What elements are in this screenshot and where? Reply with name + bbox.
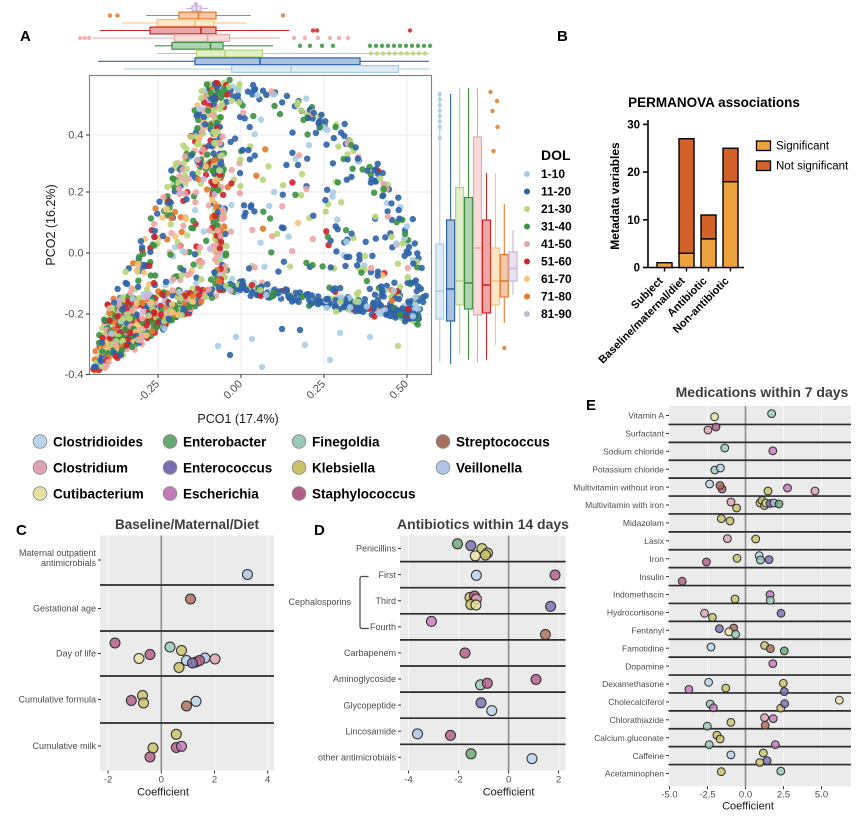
svg-text:-5.0: -5.0	[661, 790, 677, 801]
svg-text:Enterobacter: Enterobacter	[183, 434, 267, 449]
svg-text:Cumulative milk: Cumulative milk	[32, 741, 96, 751]
svg-text:Antibiotics within 14 days: Antibiotics within 14 days	[397, 516, 569, 532]
svg-text:Chlorathiazide: Chlorathiazide	[610, 715, 665, 725]
svg-text:Calcium gluconate: Calcium gluconate	[594, 733, 664, 743]
svg-text:Medications within 7 days: Medications within 7 days	[676, 384, 849, 400]
svg-text:Dopamine: Dopamine	[625, 661, 664, 671]
svg-text:Maternal outpatient: Maternal outpatient	[19, 548, 97, 558]
svg-text:-2: -2	[104, 775, 112, 786]
svg-text:PCO1 (17.4%): PCO1 (17.4%)	[197, 412, 278, 426]
svg-text:Midazolam: Midazolam	[623, 518, 664, 528]
svg-text:0.0: 0.0	[739, 790, 752, 801]
svg-text:E: E	[586, 397, 596, 414]
svg-text:Sodium chloride: Sodium chloride	[603, 447, 664, 457]
svg-text:Caffeine: Caffeine	[632, 751, 664, 761]
svg-text:0: 0	[634, 263, 640, 275]
svg-text:Staphylococcus: Staphylococcus	[312, 486, 416, 501]
svg-text:Escherichia: Escherichia	[183, 486, 259, 501]
svg-text:Hydrocortisone: Hydrocortisone	[607, 608, 664, 618]
svg-text:PERMANOVA associations: PERMANOVA associations	[628, 95, 800, 110]
svg-text:Klebsiella: Klebsiella	[312, 460, 376, 475]
svg-text:Not significant: Not significant	[776, 161, 849, 173]
svg-text:81-90: 81-90	[541, 307, 572, 321]
svg-text:Cumulative formula: Cumulative formula	[18, 695, 96, 705]
svg-text:Coefficient: Coefficient	[722, 801, 774, 813]
svg-text:1-10: 1-10	[541, 167, 565, 181]
svg-text:Gestational age: Gestational age	[33, 604, 96, 614]
svg-text:0.2: 0.2	[68, 187, 83, 199]
svg-text:Finegoldia: Finegoldia	[312, 434, 380, 449]
svg-text:Significant: Significant	[776, 141, 830, 153]
svg-text:Insulin: Insulin	[639, 572, 664, 582]
svg-text:20: 20	[627, 167, 640, 179]
svg-text:Cephalosporins: Cephalosporins	[288, 597, 351, 607]
svg-text:4: 4	[265, 775, 270, 786]
svg-text:Acetaminophen: Acetaminophen	[605, 769, 664, 779]
svg-text:2: 2	[212, 775, 217, 786]
svg-text:Fourth: Fourth	[370, 622, 396, 632]
svg-text:C: C	[16, 522, 27, 539]
svg-text:Coefficient: Coefficient	[483, 787, 535, 799]
svg-text:-4: -4	[404, 775, 412, 786]
svg-text:2: 2	[556, 775, 561, 786]
svg-text:Baseline/Maternal/Diet: Baseline/Maternal/Diet	[115, 517, 260, 532]
svg-text:First: First	[379, 570, 397, 580]
svg-text:0.0: 0.0	[68, 248, 83, 260]
svg-text:11-20: 11-20	[541, 185, 571, 199]
svg-text:Veillonella: Veillonella	[456, 460, 523, 475]
svg-text:41-50: 41-50	[541, 237, 572, 251]
svg-text:Clostridioides: Clostridioides	[53, 434, 143, 449]
svg-text:-2.5: -2.5	[699, 790, 715, 801]
svg-text:Third: Third	[375, 596, 396, 606]
svg-text:Vitamin A: Vitamin A	[628, 411, 664, 421]
svg-text:Multivitamin without iron: Multivitamin without iron	[573, 482, 664, 492]
svg-text:Aminoglycoside: Aminoglycoside	[333, 674, 396, 684]
svg-text:DOL: DOL	[541, 147, 571, 163]
svg-text:Day of life: Day of life	[56, 649, 96, 659]
svg-text:Lincosamide: Lincosamide	[345, 726, 396, 736]
svg-text:Clostridium: Clostridium	[53, 460, 128, 475]
svg-text:Metadata variables: Metadata variables	[608, 142, 622, 250]
svg-text:Multivitamin with iron: Multivitamin with iron	[585, 500, 664, 510]
svg-text:Cutibacterium: Cutibacterium	[53, 486, 144, 501]
svg-text:B: B	[557, 28, 568, 45]
svg-text:Enterococcus: Enterococcus	[183, 460, 272, 475]
svg-text:Carbapenem: Carbapenem	[344, 648, 396, 658]
svg-text:-0.2: -0.2	[65, 309, 84, 321]
svg-text:Glycopeptide: Glycopeptide	[343, 700, 396, 710]
svg-text:Potassium chloride: Potassium chloride	[592, 464, 664, 474]
svg-text:other antimicrobials: other antimicrobials	[318, 753, 397, 763]
svg-text:D: D	[314, 522, 325, 539]
svg-text:Fentanyl: Fentanyl	[631, 626, 664, 636]
svg-text:51-60: 51-60	[541, 255, 572, 269]
svg-text:61-70: 61-70	[541, 272, 572, 286]
svg-text:Indomethacin: Indomethacin	[613, 590, 664, 600]
svg-text:0: 0	[506, 775, 511, 786]
svg-text:0: 0	[159, 775, 164, 786]
svg-text:Penicillins: Penicillins	[356, 544, 397, 554]
svg-text:A: A	[20, 28, 31, 45]
svg-text:-0.4: -0.4	[65, 369, 84, 381]
svg-text:5.0: 5.0	[815, 790, 828, 801]
svg-text:PCO2 (16.2%): PCO2 (16.2%)	[44, 184, 58, 265]
svg-text:Coefficient: Coefficient	[137, 787, 189, 799]
svg-text:Famotidine: Famotidine	[622, 643, 664, 653]
svg-text:Lasix: Lasix	[644, 536, 665, 546]
svg-text:Dexamethasone: Dexamethasone	[602, 679, 664, 689]
svg-text:31-40: 31-40	[541, 220, 572, 234]
svg-text:21-30: 21-30	[541, 202, 572, 216]
svg-text:71-80: 71-80	[541, 290, 572, 304]
svg-text:Streptococcus: Streptococcus	[456, 434, 550, 449]
svg-text:30: 30	[627, 119, 640, 131]
svg-text:2.5: 2.5	[777, 790, 790, 801]
svg-text:10: 10	[627, 215, 640, 227]
svg-text:-2: -2	[454, 775, 462, 786]
svg-text:antimicrobials: antimicrobials	[41, 558, 97, 568]
svg-text:Cholecalciferol: Cholecalciferol	[608, 697, 664, 707]
svg-text:0.4: 0.4	[68, 130, 83, 142]
svg-text:Iron: Iron	[649, 554, 664, 564]
svg-text:Surfactant: Surfactant	[625, 429, 664, 439]
